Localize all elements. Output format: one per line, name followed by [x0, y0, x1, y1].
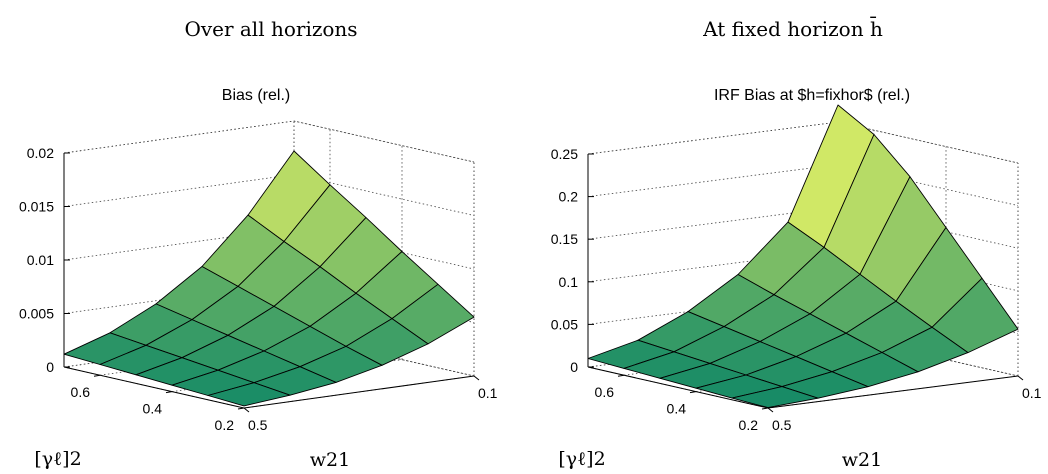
y-axis-label: [γℓ]2	[34, 448, 81, 470]
z-tick-label-4: 0.2	[559, 189, 579, 205]
x-axis-line	[767, 375, 1019, 409]
y-axis-line	[587, 366, 769, 409]
surface-plot-left: 0 0.005 0.01 0.015 0.02 0.2 0.4 0.6 0.1 0.5 Bias (…	[19, 87, 498, 471]
x-axis-label: w21	[842, 449, 882, 471]
z-tick-label-2: 0.1	[559, 274, 579, 290]
x-tick-mark-1	[243, 407, 250, 413]
surface-patch-0-0	[207, 382, 291, 407]
y-tick-mark-0	[237, 407, 245, 410]
y-tick-label-2: 0.6	[71, 384, 91, 400]
z-tick-label-0: 0	[570, 359, 578, 375]
x-tick-label-0: 0.1	[1022, 385, 1042, 401]
chart-title: Bias (rel.)	[222, 87, 290, 104]
z-tick-label-1: 0.005	[19, 306, 54, 322]
grid-z-right-5	[837, 121, 1019, 164]
grid-z-left-4	[63, 120, 295, 154]
wall-top-edge-left	[587, 121, 839, 155]
z-tick-label-3: 0.015	[19, 199, 54, 215]
grid-z-left-5	[587, 121, 839, 155]
y-tick-mark-1	[165, 391, 173, 394]
grid-z-right-3	[293, 174, 475, 216]
x-tick-mark-0	[473, 375, 480, 381]
grid-z-left-3	[63, 174, 295, 207]
grid-z-right-4	[837, 164, 1019, 206]
x-tick-mark-0	[1017, 375, 1024, 381]
x-tick-label-0: 0.1	[478, 385, 498, 401]
y-tick-mark-1	[689, 391, 697, 394]
panel-heading-right: At fixed horizon h̄	[702, 16, 883, 41]
panel-heading-left: Over all horizons	[184, 17, 357, 41]
x-axis-line	[243, 375, 475, 409]
surface-patch-0-0	[731, 386, 819, 409]
z-tick-label-5: 0.25	[551, 146, 578, 162]
y-tick-label-1: 0.4	[143, 401, 163, 417]
z-tick-label-4: 0.02	[27, 145, 54, 161]
z-tick-label-3: 0.15	[551, 231, 578, 247]
y-tick-label-0: 0.2	[215, 417, 235, 433]
y-tick-label-0: 0.2	[739, 417, 759, 433]
chart-title: IRF Bias at $h=fixhor$ (rel.)	[714, 87, 910, 104]
x-tick-mark-1	[767, 407, 774, 413]
x-tick-label-1: 0.5	[772, 417, 792, 433]
z-tick-label-1: 0.05	[551, 316, 578, 332]
x-tick-label-1: 0.5	[248, 417, 268, 433]
grid-z-left-2	[63, 227, 295, 261]
y-tick-mark-2	[93, 374, 101, 377]
x-axis-label: w21	[310, 449, 350, 471]
y-tick-mark-2	[617, 374, 625, 377]
y-axis-line	[63, 366, 245, 409]
y-axis-label: [γℓ]2	[558, 448, 605, 470]
z-tick-label-2: 0.01	[27, 252, 54, 268]
surface-plot-right: 0 0.05 0.1 0.15 0.2 0.25 0.2 0.4 0.6 0.1 0.5 IRF Bi…	[551, 87, 1042, 471]
z-tick-label-0: 0	[46, 359, 54, 375]
grid-z-right-4	[293, 120, 475, 163]
y-tick-label-1: 0.4	[667, 401, 687, 417]
y-tick-label-2: 0.6	[595, 384, 615, 400]
y-tick-mark-0	[761, 407, 769, 410]
